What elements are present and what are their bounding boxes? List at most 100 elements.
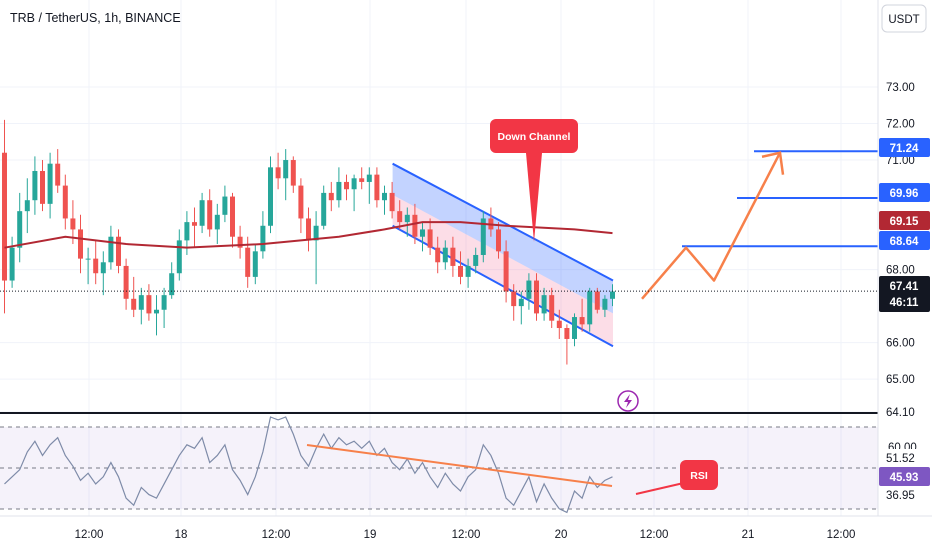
candle-down — [556, 320, 562, 329]
candle-up — [176, 240, 182, 274]
vertical-grid — [88, 0, 842, 516]
price-tag-71-24: 71.24 — [879, 138, 930, 157]
candle-down — [55, 163, 61, 186]
candle-up — [9, 247, 15, 281]
candle-down — [62, 185, 68, 219]
candle-up — [260, 225, 266, 252]
candle-down — [511, 291, 517, 307]
rsi-tag-current: 45.93 — [890, 472, 919, 484]
candle-up — [154, 309, 159, 314]
price-tag-68-64-label: 68.64 — [890, 236, 919, 248]
candle-up — [199, 200, 205, 226]
rsi-tag-upper: 51.52 — [886, 453, 915, 465]
candle-up — [541, 295, 547, 314]
candle-down — [131, 298, 137, 310]
price-tick-label: 71.00 — [886, 155, 915, 167]
price-tag-68-64: 68.64 — [879, 231, 930, 250]
candle-down — [207, 200, 213, 230]
candle-up — [24, 200, 30, 212]
price-tag-69-96: 69.96 — [879, 183, 930, 202]
pane-separator[interactable] — [0, 412, 878, 414]
rsi-tag-lower: 36.95 — [886, 490, 915, 502]
candle-up — [252, 251, 258, 277]
candle-up — [108, 236, 114, 263]
time-axis-ticks[interactable]: 12:00 18 12:00 19 12:00 20 12:00 21 12:00 — [75, 529, 856, 541]
down-channel-callout-pointer — [526, 153, 542, 242]
candle-up — [480, 218, 486, 255]
candle-down — [40, 170, 45, 204]
candle-up — [610, 291, 615, 299]
candle-down — [275, 167, 281, 179]
candle-down — [70, 218, 76, 230]
down-channel-callout: Down Channel — [490, 119, 578, 242]
down-channel-callout-box — [490, 119, 578, 153]
candle-down — [534, 280, 539, 314]
price-tick-label: 72.00 — [886, 119, 915, 131]
candle-up — [351, 178, 357, 190]
candle-up — [161, 295, 167, 310]
time-tick-label: 12:00 — [640, 529, 669, 541]
candle-up — [138, 295, 144, 310]
candle-up — [602, 298, 608, 310]
candle-down — [146, 295, 152, 314]
candle-down — [2, 152, 7, 281]
candle-down — [192, 222, 197, 226]
candle-up — [268, 167, 273, 226]
last-price-label: 67.41 — [890, 281, 919, 293]
rsi-callout-box — [680, 460, 718, 490]
candle-up — [336, 181, 342, 201]
time-tick-label: 18 — [175, 529, 188, 541]
currency-button[interactable]: USDT — [881, 4, 927, 33]
candle-up — [465, 265, 471, 277]
candle-down — [564, 328, 570, 339]
down-channel-lower-fill — [392, 194, 613, 347]
candle-down — [397, 211, 403, 223]
candle-up — [442, 247, 448, 263]
candle-up — [366, 174, 372, 182]
candle-up — [85, 258, 91, 260]
candle-down — [594, 291, 600, 310]
time-tick-label: 12:00 — [75, 529, 104, 541]
resistance-levels — [682, 150, 878, 248]
candle-up — [100, 262, 106, 274]
projection-arrowhead — [761, 151, 785, 175]
candle-down — [458, 265, 463, 277]
last-price-tag: 67.41 46:11 — [879, 276, 930, 312]
price-axis[interactable]: 73.00 72.00 71.00 68.00 66.00 65.00 64.10 — [877, 0, 932, 516]
candle-down — [359, 178, 365, 182]
price-tag-69-96-label: 69.96 — [890, 188, 919, 200]
rsi-tag-current-bg — [879, 467, 930, 486]
candle-down — [579, 317, 585, 325]
time-tick-label: 21 — [742, 529, 755, 541]
candle-down — [245, 247, 251, 277]
rsi-divergence-line — [306, 444, 613, 487]
candle-up — [587, 291, 593, 325]
candle-down — [93, 258, 99, 274]
candle-up — [572, 317, 577, 339]
candle-up — [17, 211, 23, 248]
projection-arrow — [641, 151, 785, 300]
candle-up — [321, 192, 327, 226]
candle-up — [420, 229, 425, 237]
down-channel-upper-fill — [392, 163, 613, 314]
candle-up — [382, 192, 387, 201]
price-tag-ma: 69.15 — [879, 211, 930, 230]
price-tick-label: 66.00 — [886, 338, 915, 350]
projection-path — [641, 152, 782, 300]
countdown-label: 46:11 — [890, 297, 919, 309]
candle-up — [169, 273, 175, 296]
rsi-pane: RSI — [0, 416, 878, 514]
candle-down — [496, 229, 501, 252]
candle-up — [313, 225, 319, 241]
candle-down — [389, 192, 395, 212]
rsi-line — [4, 416, 613, 514]
candle-up — [526, 280, 532, 299]
candle-down — [116, 236, 121, 266]
lightning-icon[interactable] — [617, 390, 639, 412]
time-tick-label: 12:00 — [452, 529, 481, 541]
down-channel-label: Down Channel — [498, 131, 571, 143]
rsi-tag-upper-bg — [879, 449, 930, 467]
candle-down — [290, 160, 296, 186]
candle-down — [549, 295, 555, 321]
